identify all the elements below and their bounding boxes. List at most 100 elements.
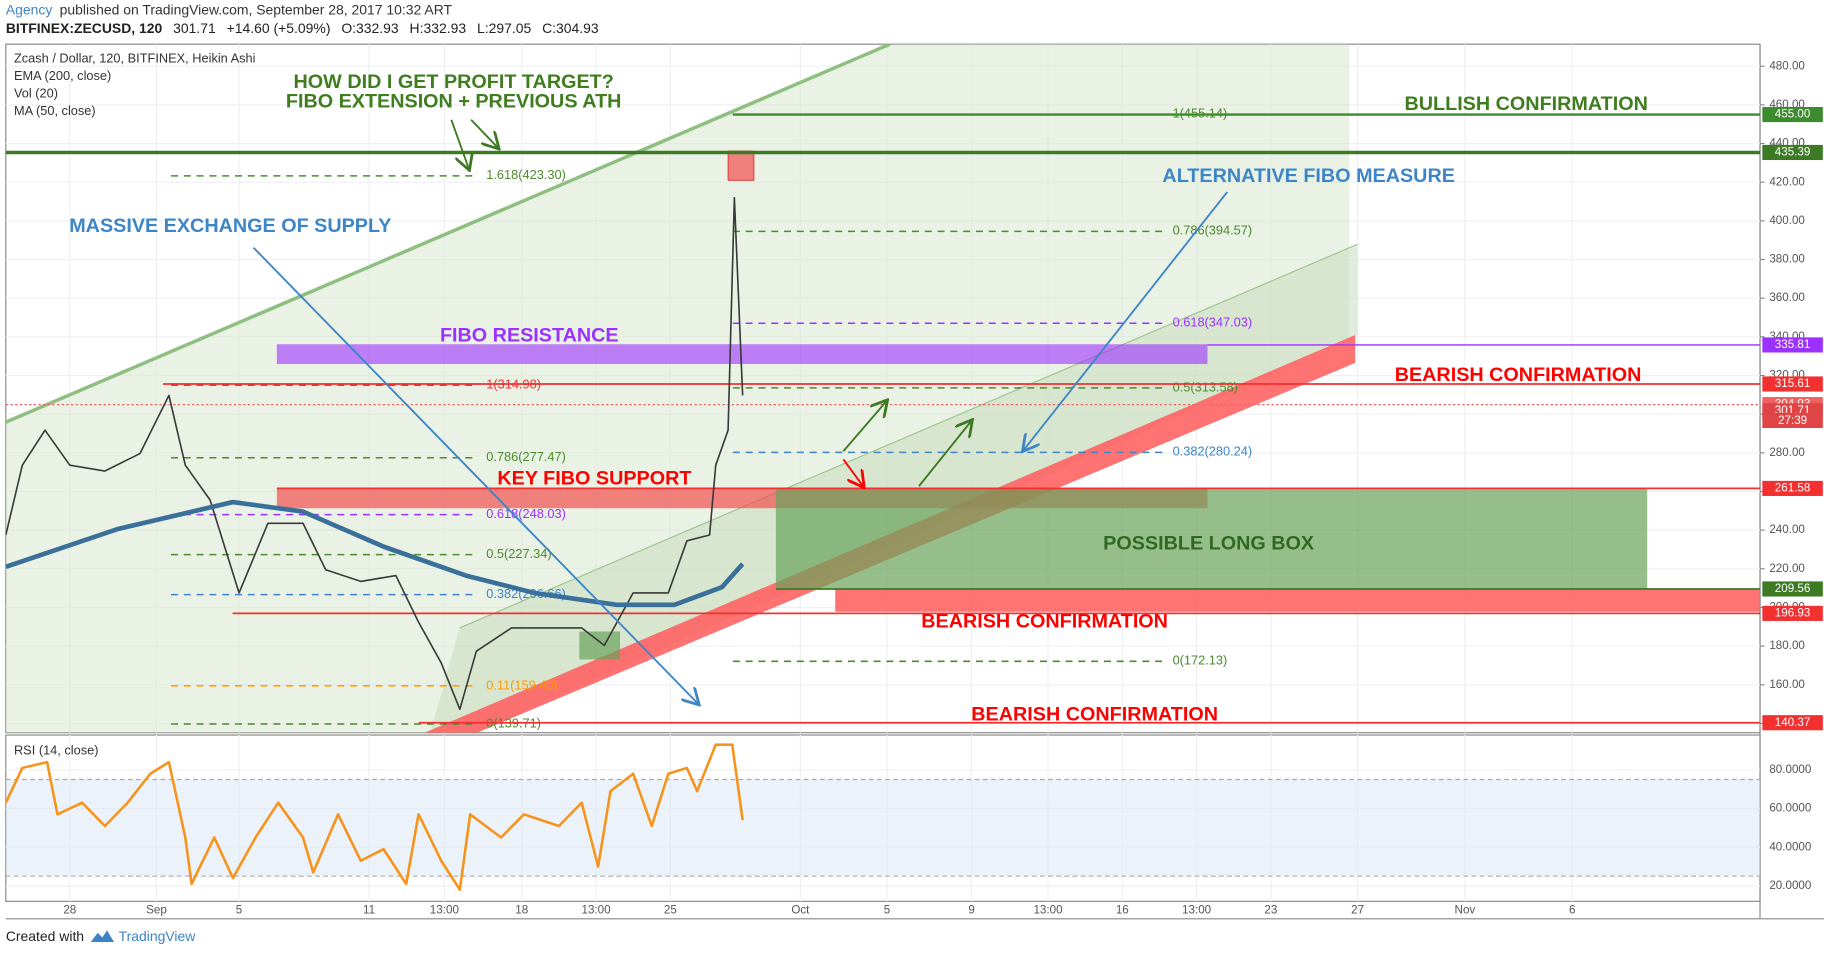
fibo-label: 1(455.14) — [1173, 106, 1228, 121]
arrow — [918, 421, 971, 487]
rsi-tick-label: 20.0000 — [1769, 879, 1812, 892]
footer-brand[interactable]: TradingView — [119, 928, 197, 944]
x-tick-label: 11 — [363, 904, 375, 917]
price-line-series — [5, 196, 744, 711]
y-tick-label: 240.00 — [1769, 523, 1805, 536]
arrow — [842, 401, 886, 452]
x-tick-label: 25 — [664, 904, 677, 917]
price-tag — [1762, 715, 1823, 731]
indicator: Vol (20) — [14, 86, 58, 101]
countdown-tag — [1762, 412, 1823, 428]
logo — [90, 930, 114, 943]
fibo-label: 0.786(277.47) — [486, 449, 566, 464]
fibo-label: 0.618(347.03) — [1173, 315, 1253, 330]
y-tick-label: 160.00 — [1769, 678, 1805, 691]
annotation: ALTERNATIVE FIBO MEASURE — [1162, 165, 1455, 187]
rsi-tick-label: 80.0000 — [1769, 763, 1812, 776]
annotation: BEARISH CONFIRMATION — [971, 703, 1218, 725]
x-tick-label: 13:00 — [430, 904, 460, 917]
annotation: HOW DID I GET PROFIT TARGET? — [294, 71, 614, 93]
x-tick-label: 5 — [236, 904, 242, 917]
indicator: MA (50, close) — [14, 103, 96, 118]
x-tick-label: 27 — [1351, 904, 1364, 917]
fibo-label: 0.382(206.66) — [486, 586, 566, 601]
x-tick-label: 18 — [515, 904, 528, 917]
annotation: FIBO EXTENSION + PREVIOUS ATH — [286, 91, 622, 113]
x-tick-label: 6 — [1569, 904, 1575, 917]
fibo-label: 1.618(423.30) — [486, 167, 566, 182]
y-tick-label: 420.00 — [1769, 175, 1805, 188]
price-tag-label: 455.00 — [1775, 108, 1811, 121]
price-tag — [1762, 106, 1823, 123]
rsi-title: RSI (14, close) — [14, 743, 99, 758]
open: O:332.93 — [341, 20, 399, 36]
arrow — [842, 458, 863, 486]
fibo-label: 0.11(159.40) — [486, 677, 558, 692]
x-tick-label: Oct — [791, 904, 810, 917]
rsi-line — [5, 743, 744, 891]
price-tag-label: 209.56 — [1775, 582, 1811, 595]
price-tag — [1762, 337, 1823, 353]
symbol: BITFINEX:ZECUSD, 120 — [6, 20, 163, 36]
low: L:297.05 — [477, 20, 532, 36]
high: H:332.93 — [410, 20, 467, 36]
rsi-band — [5, 779, 1761, 877]
price-tag — [1762, 480, 1823, 496]
bearish-zone — [835, 588, 1761, 612]
chart-title: Zcash / Dollar, 120, BITFINEX, Heikin As… — [14, 51, 256, 66]
price-tag-label: 140.37 — [1775, 716, 1811, 729]
x-tick-label: 9 — [968, 904, 974, 917]
annotation: KEY FIBO SUPPORT — [497, 467, 691, 489]
price-tag — [1762, 144, 1823, 161]
footer-created: Created with — [6, 928, 84, 944]
author[interactable]: Agency — [6, 1, 53, 17]
change: +14.60 (+5.09%) — [227, 20, 331, 36]
price-line-series — [5, 499, 745, 608]
y-tick-label: 480.00 — [1769, 59, 1805, 72]
x-tick-label: 13:00 — [1033, 904, 1063, 917]
y-tick-label: 380.00 — [1769, 253, 1805, 266]
published: published on TradingView.com, September … — [60, 1, 453, 17]
x-tick-label: Sep — [146, 904, 167, 917]
price-tag-label: 196.93 — [1775, 606, 1811, 619]
price-tag-label: 335.81 — [1775, 338, 1811, 351]
price-tag-label: 261.58 — [1775, 481, 1811, 494]
price-tag-label: 315.61 — [1775, 377, 1811, 390]
arrow — [1024, 191, 1228, 450]
price-tag — [1762, 376, 1823, 392]
fibo-label: 0.382(280.24) — [1173, 444, 1253, 459]
arrows — [252, 119, 1228, 704]
y-tick-label: 180.00 — [1769, 639, 1805, 652]
axes: 140.00160.00180.00200.00220.00240.00260.… — [63, 59, 1823, 917]
fibo-label: 0.618(248.03) — [486, 506, 566, 521]
annotation: FIBO RESISTANCE — [440, 324, 619, 346]
header-line: Agency published on TradingView.com, Sep… — [6, 1, 453, 17]
x-tick-label: 28 — [63, 904, 76, 917]
small-box — [579, 631, 621, 660]
fibo-label: 0.5(313.58) — [1173, 379, 1238, 394]
arrow — [470, 119, 498, 148]
price-tag — [1762, 581, 1823, 597]
annotation: BEARISH CONFIRMATION — [1395, 364, 1642, 386]
arrow — [450, 119, 468, 169]
arrow — [252, 247, 698, 704]
rsi — [5, 743, 1761, 891]
last: 301.71 — [173, 20, 216, 36]
annotation: BEARISH CONFIRMATION — [921, 610, 1168, 632]
annotation: POSSIBLE LONG BOX — [1103, 533, 1315, 555]
channel-area — [5, 44, 1350, 733]
series — [5, 196, 745, 711]
x-tick-label: 13:00 — [582, 904, 612, 917]
x-tick-label: Nov — [1455, 904, 1476, 917]
rsi-tick-label: 60.0000 — [1769, 802, 1812, 815]
y-tick-label: 280.00 — [1769, 446, 1805, 459]
fibo-label: 0.5(227.34) — [486, 546, 551, 561]
quote-line: BITFINEX:ZECUSD, 120 301.71 +14.60 (+5.0… — [6, 20, 599, 36]
indicator: EMA (200, close) — [14, 68, 111, 83]
price-tag-label: 435.39 — [1775, 146, 1811, 159]
top-box — [727, 150, 755, 181]
annotation: MASSIVE EXCHANGE OF SUPPLY — [69, 215, 391, 237]
rsi-tick-label: 40.0000 — [1769, 840, 1812, 853]
